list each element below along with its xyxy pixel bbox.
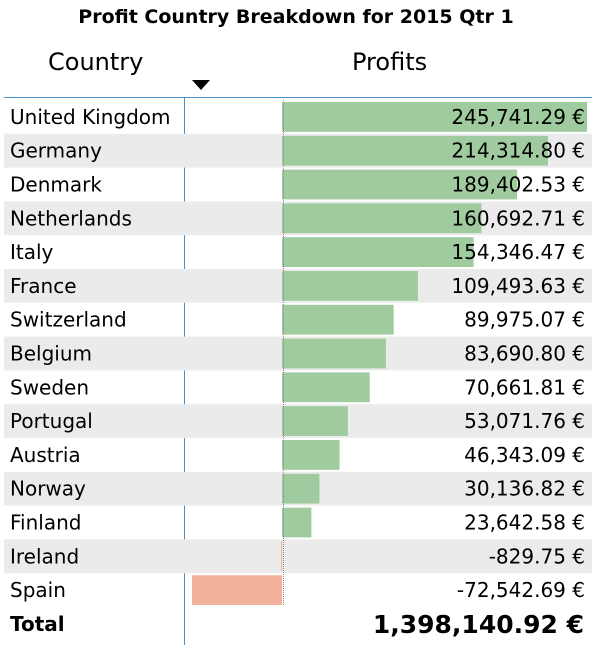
country-label: Germany <box>10 139 102 163</box>
country-label: Sweden <box>10 375 89 399</box>
profit-value-label: -72,542.69 € <box>457 578 585 602</box>
profit-value-label: -829.75 € <box>489 544 585 568</box>
column-divider <box>184 97 185 645</box>
total-label: Total <box>10 612 65 636</box>
country-label: Austria <box>10 443 81 467</box>
profit-value-label: 245,741.29 € <box>451 105 585 129</box>
header-divider <box>4 97 592 98</box>
profit-value-label: 23,642.58 € <box>464 511 585 535</box>
bar-finland <box>282 507 312 538</box>
profit-value-label: 109,493.63 € <box>451 274 585 298</box>
profit-value-label: 89,975.07 € <box>464 308 585 332</box>
country-label: Norway <box>10 477 86 501</box>
column-header-profits[interactable]: Profits <box>352 48 428 76</box>
country-label: Ireland <box>10 544 79 568</box>
country-label: France <box>10 274 77 298</box>
profit-value-label: 214,314.80 € <box>451 139 585 163</box>
bar-spain <box>192 575 283 605</box>
bar-switzerland <box>282 304 394 335</box>
bar-germany <box>282 135 548 166</box>
bar-belgium <box>282 338 386 369</box>
total-value: 1,398,140.92 € <box>372 610 584 639</box>
country-label: Switzerland <box>10 308 127 332</box>
profit-value-label: 53,071.76 € <box>464 409 585 433</box>
bar-united-kingdom <box>282 102 587 132</box>
country-label: Netherlands <box>10 206 132 230</box>
bar-france <box>282 271 418 301</box>
bar-sweden <box>282 372 370 403</box>
profit-value-label: 154,346.47 € <box>451 240 585 264</box>
bar-netherlands <box>282 203 482 234</box>
profit-value-label: 46,343.09 € <box>464 443 585 467</box>
country-label: Spain <box>10 578 66 602</box>
country-label: Denmark <box>10 173 102 197</box>
bar-denmark <box>282 169 518 200</box>
bar-ireland <box>280 541 283 572</box>
bar-norway <box>282 473 320 504</box>
profit-value-label: 189,402.53 € <box>451 173 585 197</box>
bar-portugal <box>282 406 348 436</box>
profit-bar-chart: United Kingdom 245,741.29 € Germany 214,314… <box>4 102 592 605</box>
zero-axis-line <box>283 100 284 605</box>
column-header-country[interactable]: Country <box>48 48 144 76</box>
chart-title: Profit Country Breakdown for 2015 Qtr 1 <box>78 6 514 28</box>
country-label: Italy <box>10 240 54 264</box>
profit-value-label: 70,661.81 € <box>464 375 585 399</box>
country-label: Portugal <box>10 409 93 433</box>
country-label: Belgium <box>10 342 92 366</box>
profit-value-label: 30,136.82 € <box>464 477 585 501</box>
table-row-stripe <box>4 539 592 574</box>
bar-italy <box>282 237 474 267</box>
sort-descending-icon[interactable] <box>192 80 210 90</box>
bar-austria <box>282 440 340 470</box>
country-label: Finland <box>10 511 81 535</box>
country-label: United Kingdom <box>10 105 171 129</box>
profit-value-label: 160,692.71 € <box>451 206 585 230</box>
profit-value-label: 83,690.80 € <box>464 342 585 366</box>
